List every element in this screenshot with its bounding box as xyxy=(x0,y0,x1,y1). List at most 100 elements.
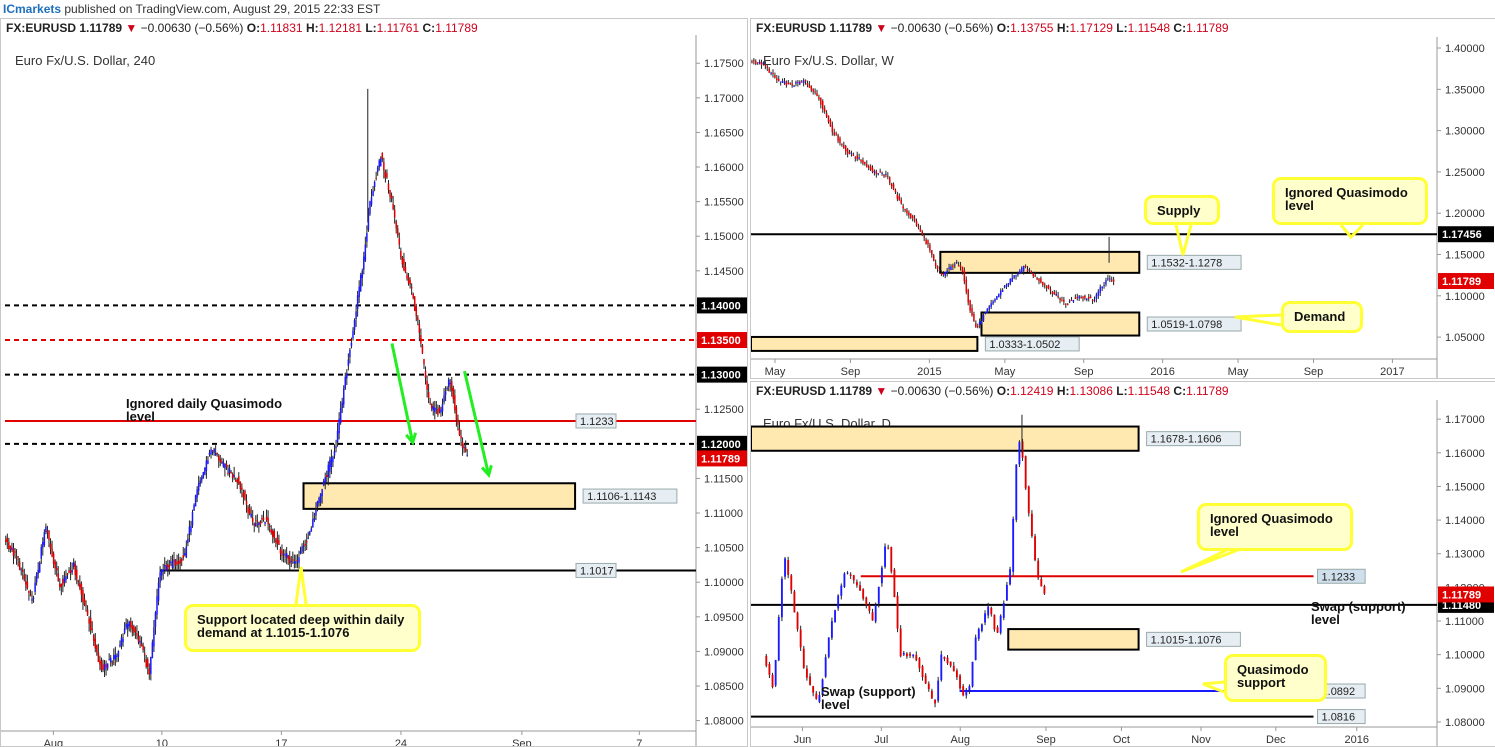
candle-body xyxy=(799,629,802,648)
brand-logo[interactable]: ICmarkets xyxy=(3,2,62,16)
open-value: 1.11831 xyxy=(260,21,303,35)
candle-body xyxy=(355,311,357,320)
chart-canvas[interactable]: 1.40000 1.35000 1.30000 1.25000 1.20000 1.150… xyxy=(751,19,1495,378)
y-tick-label: 1.15000 xyxy=(704,231,744,243)
symbol: FX:EURUSD xyxy=(756,21,827,35)
candle-body xyxy=(52,553,55,565)
candle-body xyxy=(140,643,143,647)
candle-body xyxy=(54,561,56,569)
candle-body xyxy=(1009,278,1012,284)
candle-body xyxy=(259,521,262,525)
candle-body xyxy=(338,418,340,434)
candle-body xyxy=(389,189,391,197)
candle-body xyxy=(213,448,215,453)
candle-body xyxy=(256,520,259,522)
candle-body xyxy=(1040,578,1043,587)
candle-body xyxy=(1030,513,1033,537)
candle-body xyxy=(980,321,983,324)
candle-body xyxy=(341,402,343,409)
candle-body xyxy=(356,295,359,310)
chart-panel-weekly[interactable]: FX:EURUSD 1.11789 ▼ −0.00630 (−0.56%) O:… xyxy=(750,18,1495,379)
trend-arrow xyxy=(390,343,415,443)
down-arrow-icon: ▼ xyxy=(125,21,138,35)
chart-canvas[interactable]: 1.170001.160001.150001.140001.130001.120… xyxy=(751,382,1495,746)
candle-body xyxy=(384,171,387,178)
candle-body xyxy=(921,666,924,677)
candle-body xyxy=(80,583,83,595)
candle-body xyxy=(131,625,134,630)
candle-body xyxy=(1032,273,1035,277)
candle-body xyxy=(128,621,130,627)
candle-body xyxy=(458,428,461,436)
candle-body xyxy=(65,575,67,581)
zone-label: 1.1106-1.1143 xyxy=(587,491,656,503)
candle-body xyxy=(856,155,858,160)
y-tick-label: 1.08500 xyxy=(704,681,744,693)
candle-body xyxy=(837,135,839,141)
zone-label-bg xyxy=(1146,254,1242,270)
candle-body xyxy=(392,204,394,209)
candle-body xyxy=(867,166,870,168)
candle-body xyxy=(912,654,915,657)
symbol-header: FX:EURUSD 1.11789 ▼ −0.00630 (−0.56%) O:… xyxy=(1,19,747,37)
candle-body xyxy=(358,286,360,297)
candle-body xyxy=(265,516,268,520)
candle-body xyxy=(406,274,408,279)
candle-body xyxy=(772,73,774,75)
candle-body xyxy=(855,581,858,586)
candle-body xyxy=(1034,275,1036,277)
candle-body xyxy=(168,565,171,568)
candle-body xyxy=(1001,290,1004,292)
candle-body xyxy=(194,495,197,507)
level-label: 1.1233 xyxy=(580,416,614,428)
candle-body xyxy=(840,585,843,596)
candle-body xyxy=(248,508,251,515)
candle-body xyxy=(273,530,276,539)
candle-body xyxy=(992,301,994,304)
candle-body xyxy=(806,83,809,85)
candle-body xyxy=(963,270,966,282)
candle-body xyxy=(173,559,175,563)
candle-body xyxy=(85,605,87,607)
candle-body xyxy=(1003,286,1006,288)
candle-body xyxy=(996,627,999,633)
price: 1.11789 xyxy=(829,21,873,35)
symbol: FX:EURUSD xyxy=(756,384,827,398)
chart-panel-h4[interactable]: FX:EURUSD 1.11789 ▼ −0.00630 (−0.56%) O:… xyxy=(0,18,748,747)
candle-body xyxy=(170,561,172,564)
candle-body xyxy=(321,489,323,496)
zone-label: 1.0333-1.0502 xyxy=(989,339,1060,351)
candle-body xyxy=(335,446,337,449)
candle-body xyxy=(834,610,836,623)
candle-body xyxy=(92,634,95,642)
candle-body xyxy=(787,82,790,84)
candle-body xyxy=(403,258,405,271)
callout-pointer xyxy=(294,566,308,605)
level-label-bg xyxy=(1317,568,1366,584)
candle-body xyxy=(902,652,905,655)
candle-body xyxy=(201,477,203,481)
candle-body xyxy=(967,289,969,303)
axis-level-label: 1.13500 xyxy=(701,335,741,347)
candle-body xyxy=(208,452,211,455)
candle-body xyxy=(435,408,438,410)
candle-body xyxy=(1059,297,1061,301)
candle-body xyxy=(884,546,886,567)
candle-body xyxy=(1101,286,1103,289)
chart-canvas[interactable]: 1.17500 1.17000 1.16500 1.16000 1.15500 1.150… xyxy=(1,19,747,746)
candle-body xyxy=(821,679,824,695)
candle-body xyxy=(975,323,977,328)
candle-body xyxy=(261,518,263,520)
candle-body xyxy=(222,461,225,467)
chart-panel-daily[interactable]: FX:EURUSD 1.11789 ▼ −0.00630 (−0.56%) O:… xyxy=(750,381,1495,747)
candle-body xyxy=(207,460,209,464)
candle-body xyxy=(818,695,821,702)
candle-body xyxy=(133,626,135,633)
candle-body xyxy=(977,628,980,639)
candle-body xyxy=(446,388,448,390)
candle-body xyxy=(1022,266,1025,271)
candle-body xyxy=(91,629,93,631)
y-tick-label: 1.10000 xyxy=(1445,291,1485,303)
candle-body xyxy=(938,269,941,271)
candle-body xyxy=(789,82,791,84)
